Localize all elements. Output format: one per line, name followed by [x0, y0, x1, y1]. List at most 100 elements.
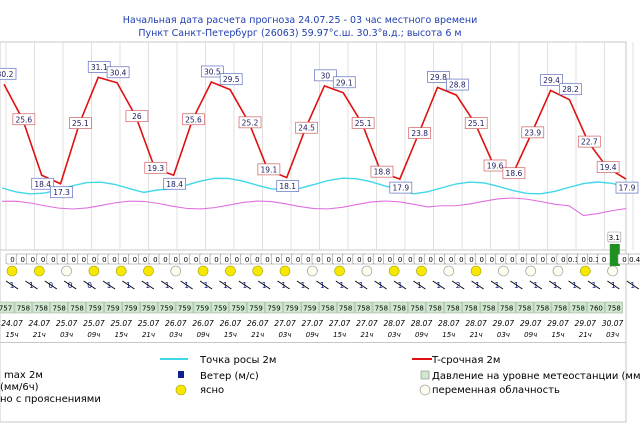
- temperature-label: 17.9: [392, 184, 409, 193]
- temperature-label: 29.1: [336, 78, 353, 87]
- partly-cloudy-icon: [607, 265, 618, 277]
- precip-value: 0: [286, 256, 290, 264]
- pressure-value: 758: [357, 305, 370, 313]
- temperature-label-box: [0, 67, 17, 80]
- station-info: Пункт Санкт-Петербург (26063) 59.97°с.ш.…: [138, 28, 462, 39]
- precip-value: 0: [398, 256, 402, 264]
- legend-tmax-label: max 2м: [4, 370, 43, 381]
- x-date-label: 28.07: [383, 319, 405, 328]
- temperature-label: 24.5: [298, 124, 315, 133]
- pressure-value: 758: [53, 305, 66, 313]
- wind-arrow: [238, 280, 252, 290]
- pressure-box: [318, 301, 337, 314]
- pressure-icon: [420, 370, 430, 380]
- wind-arrow: [316, 280, 329, 290]
- temperature-label-box: [314, 69, 337, 82]
- precip-value: 0: [347, 256, 351, 264]
- wind-arrow: [63, 280, 77, 290]
- precip-value: 0: [224, 256, 228, 264]
- wind-arrow: [257, 280, 271, 290]
- precip-value: 0: [61, 256, 65, 264]
- temperature-label-box: [182, 113, 205, 126]
- x-hour-label: 15ч: [442, 331, 455, 339]
- x-date-label: 26.07: [220, 319, 242, 328]
- pressure-value: 759: [124, 305, 137, 313]
- x-date-label: 25.07: [110, 319, 132, 328]
- pressure-box: [444, 301, 462, 314]
- wind-arrow: [25, 280, 38, 290]
- pressure-value: 758: [572, 305, 585, 313]
- x-hour-label: 03ч: [388, 331, 401, 339]
- pressure-box: [229, 301, 247, 314]
- temperature-label-box: [31, 177, 55, 190]
- pressure-value: 758: [518, 305, 531, 313]
- partly-cloudy-icon: [61, 265, 72, 277]
- x-hour-label: 09ч: [306, 331, 319, 339]
- precip-value: 0: [102, 256, 106, 264]
- x-date-label: 28.07: [465, 319, 487, 328]
- x-date-label: 26.07: [165, 319, 187, 328]
- pressure-value: 759: [88, 305, 101, 313]
- x-hour-label: 15ч: [551, 331, 564, 339]
- x-date-label: 26.07: [247, 319, 269, 328]
- dew-point-line: [1, 177, 627, 195]
- wind-arrow: [199, 280, 213, 290]
- pressure-box: [426, 301, 444, 314]
- precip-value: 0: [418, 256, 422, 264]
- pressure-box: [301, 301, 319, 314]
- precip-value: 3.1: [609, 234, 620, 242]
- partly-cloudy-icon: [525, 265, 537, 277]
- pressure-box: [372, 301, 391, 314]
- pressure-value: 757: [0, 305, 12, 313]
- temperature-plot-area: [0, 41, 627, 251]
- precip-value: 0: [367, 256, 371, 264]
- temperature-label-box: [276, 180, 300, 192]
- partly-cloudy-icon: [170, 265, 182, 277]
- pressure-value: 759: [303, 305, 316, 313]
- partly-cloudy-icon: [361, 265, 373, 277]
- precip-value: 0: [41, 256, 45, 264]
- precip-value: 0: [428, 256, 432, 264]
- clear-sky-icon: [143, 265, 154, 277]
- precip-value: 0: [20, 256, 24, 264]
- precip-value: 0: [306, 256, 310, 264]
- legend-wind-label: Ветер (м/с): [200, 371, 259, 382]
- wind-arrow: [219, 280, 232, 290]
- temperature-label: 23.8: [411, 129, 428, 138]
- precip-value: 0: [10, 256, 14, 264]
- pressure-value: 758: [339, 305, 352, 313]
- temperature-label: 17.9: [619, 184, 636, 193]
- pressure-box: [390, 301, 409, 314]
- pressure-box: [497, 301, 516, 314]
- temperature-label-box: [295, 121, 318, 134]
- pressure-box: [283, 301, 301, 314]
- precip-value: 0: [337, 256, 341, 264]
- clear-sky-icon: [225, 265, 236, 277]
- precip-value: 0: [92, 256, 96, 264]
- pressure-value: 758: [411, 305, 424, 313]
- wind-arrow: [451, 280, 465, 290]
- wind-icon: [178, 371, 184, 378]
- precip-value: 0.1: [568, 256, 579, 264]
- clear-sky-icon: [88, 265, 100, 277]
- wind-arrow: [393, 280, 407, 290]
- wind-arrow: [490, 280, 504, 290]
- temperature-label: 23.9: [524, 128, 541, 137]
- precip-value: 0: [143, 256, 147, 264]
- pressure-value: 759: [267, 305, 280, 313]
- precip-value: 0: [377, 256, 381, 264]
- x-date-label: 28.07: [438, 319, 460, 328]
- temperature-series: [3, 76, 627, 185]
- clear-sky-icon: [279, 265, 291, 277]
- grid-lines: [5, 42, 634, 250]
- temperature-label: 19.3: [147, 164, 164, 173]
- temperature-label: 30.4: [110, 68, 127, 77]
- wind-arrow: [277, 280, 290, 290]
- temperature-label-box: [577, 135, 601, 148]
- x-date-label: 27.07: [274, 319, 296, 328]
- pressure-value: 759: [214, 305, 227, 313]
- x-date-label: 30.07: [602, 319, 624, 328]
- pressure-value: 758: [428, 305, 441, 313]
- clear-sky-icon: [579, 265, 591, 277]
- precip-value: 0: [622, 256, 626, 264]
